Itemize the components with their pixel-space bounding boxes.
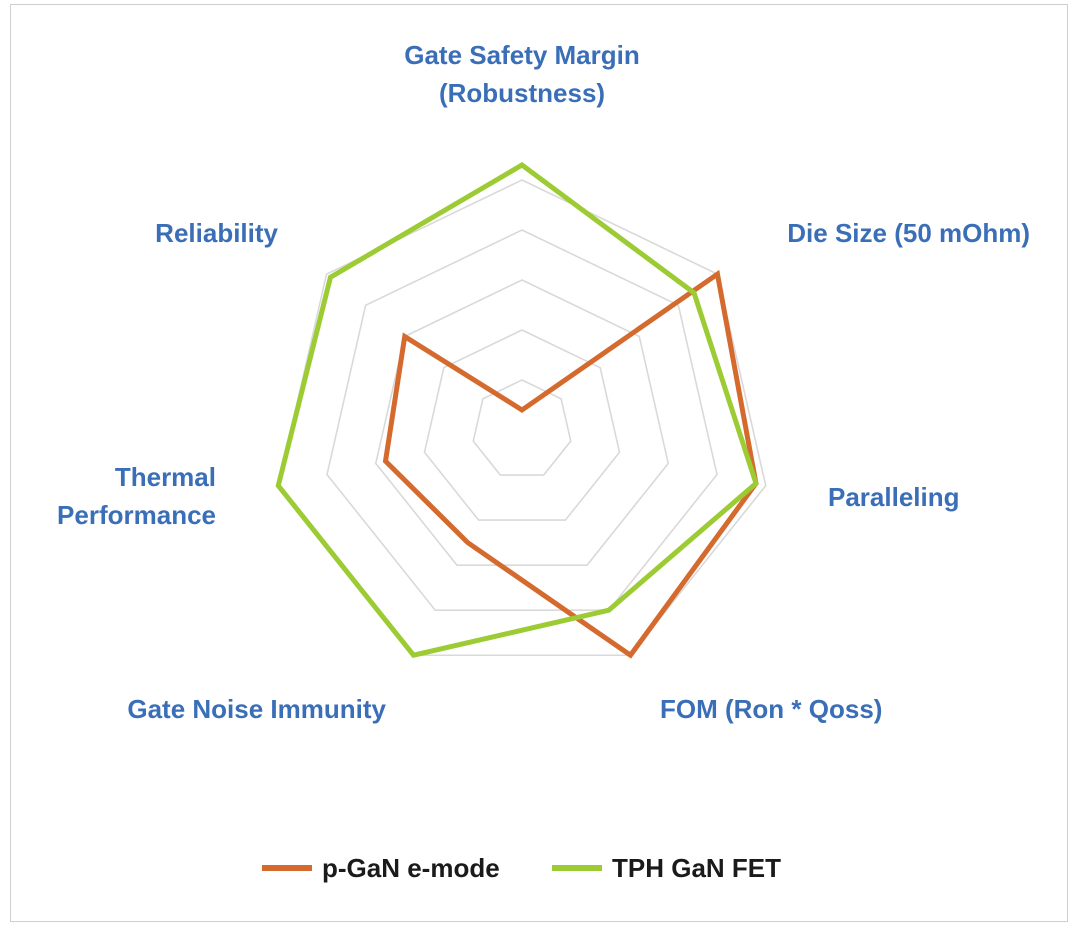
legend-item-tph: TPH GaN FET bbox=[552, 848, 781, 888]
axis-label-0-line-1: (Robustness) bbox=[438, 78, 606, 108]
grid-ring-5 bbox=[277, 179, 767, 657]
legend-label-p-gan: p-GaN e-mode bbox=[322, 852, 500, 883]
axis-label-1-line-0: Die Size (50 mOhm) bbox=[787, 218, 1030, 248]
axis-label-5: Thermal Performance bbox=[57, 458, 216, 534]
axis-label-6: Reliability bbox=[155, 214, 278, 252]
grid-ring-4 bbox=[326, 229, 718, 611]
legend-swatch-tph bbox=[552, 865, 602, 871]
axis-label-2-line-0: Paralleling bbox=[828, 482, 960, 512]
axis-label-0: Gate Safety Margin (Robustness) bbox=[272, 36, 772, 112]
axis-label-2: Paralleling bbox=[828, 478, 960, 516]
series-line-1 bbox=[275, 162, 759, 659]
axis-label-5-line-1: Performance bbox=[57, 500, 216, 530]
legend-swatch-p-gan bbox=[262, 865, 312, 871]
axis-label-5-line-0: Thermal bbox=[114, 462, 216, 492]
grid-ring-2 bbox=[423, 329, 621, 521]
axis-label-0-line-0: Gate Safety Margin bbox=[404, 40, 640, 70]
grid-ring-3 bbox=[374, 279, 670, 566]
legend-label-tph: TPH GaN FET bbox=[612, 852, 782, 883]
axis-label-3-line-0: FOM (Ron * Qoss) bbox=[660, 694, 883, 724]
grid-ring-1 bbox=[472, 379, 572, 476]
axis-label-6-line-0: Reliability bbox=[155, 218, 278, 248]
legend-item-p-gan: p-GaN e-mode bbox=[262, 848, 500, 888]
axis-label-4: Gate Noise Immunity bbox=[127, 690, 386, 728]
axis-label-3: FOM (Ron * Qoss) bbox=[660, 690, 882, 728]
axis-label-1: Die Size (50 mOhm) bbox=[787, 214, 1030, 252]
axis-label-4-line-0: Gate Noise Immunity bbox=[127, 694, 386, 724]
chart-frame bbox=[10, 4, 1068, 922]
series-line-0 bbox=[382, 269, 759, 659]
